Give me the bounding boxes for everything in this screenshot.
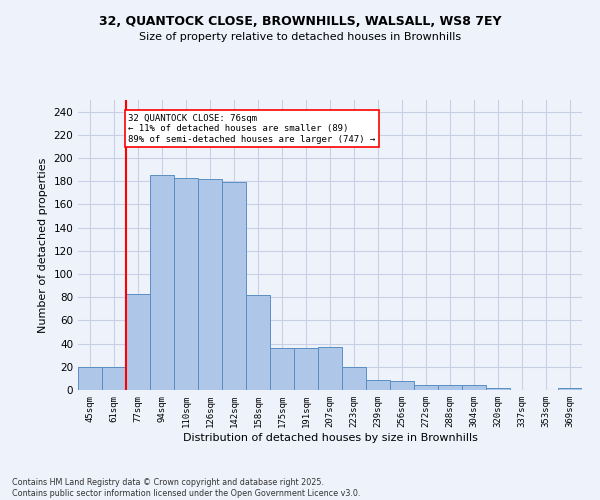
Bar — [438, 386, 462, 390]
X-axis label: Distribution of detached houses by size in Brownhills: Distribution of detached houses by size … — [182, 432, 478, 442]
Bar — [150, 176, 174, 390]
Bar — [366, 380, 390, 390]
Bar — [342, 367, 366, 390]
Bar — [318, 347, 342, 390]
Bar — [270, 348, 294, 390]
Bar — [174, 178, 198, 390]
Bar — [126, 294, 150, 390]
Bar — [222, 182, 246, 390]
Bar — [414, 386, 438, 390]
Text: Size of property relative to detached houses in Brownhills: Size of property relative to detached ho… — [139, 32, 461, 42]
Y-axis label: Number of detached properties: Number of detached properties — [38, 158, 48, 332]
Bar — [462, 386, 486, 390]
Bar — [102, 367, 126, 390]
Bar — [198, 179, 222, 390]
Bar — [558, 388, 582, 390]
Bar — [78, 367, 102, 390]
Bar — [486, 388, 510, 390]
Bar — [294, 348, 318, 390]
Bar — [390, 380, 414, 390]
Text: 32 QUANTOCK CLOSE: 76sqm
← 11% of detached houses are smaller (89)
89% of semi-d: 32 QUANTOCK CLOSE: 76sqm ← 11% of detach… — [128, 114, 376, 144]
Text: 32, QUANTOCK CLOSE, BROWNHILLS, WALSALL, WS8 7EY: 32, QUANTOCK CLOSE, BROWNHILLS, WALSALL,… — [99, 15, 501, 28]
Bar — [246, 295, 270, 390]
Text: Contains HM Land Registry data © Crown copyright and database right 2025.
Contai: Contains HM Land Registry data © Crown c… — [12, 478, 361, 498]
